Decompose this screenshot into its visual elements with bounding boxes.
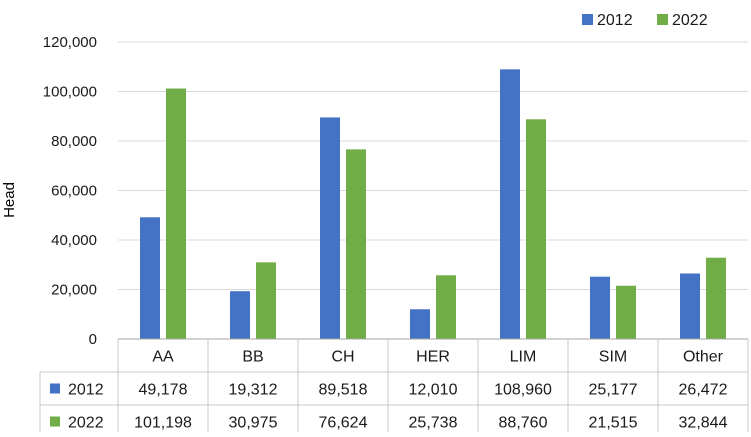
legend-swatch-2022 bbox=[657, 14, 668, 25]
table-cell-2022-other: 32,844 bbox=[679, 415, 728, 432]
bar-her-2022 bbox=[436, 275, 456, 339]
y-tick-label-0: 0 bbox=[89, 331, 97, 348]
table-cell-2012-lim: 108,960 bbox=[494, 382, 552, 399]
table-cell-2022-ch: 76,624 bbox=[319, 415, 368, 432]
y-tick-label-80000: 80,000 bbox=[51, 133, 97, 150]
bar-bb-2012 bbox=[230, 291, 250, 339]
bar-sim-2022 bbox=[616, 285, 636, 339]
y-axis-ticks: 0 20,000 40,000 60,000 80,000 100,000 120,000 bbox=[43, 34, 97, 348]
legend: 2012 2022 bbox=[582, 12, 708, 29]
table-cell-2022-aa: 101,198 bbox=[134, 415, 192, 432]
y-tick-label-60000: 60,000 bbox=[51, 183, 97, 200]
y-tick-label-100000: 100,000 bbox=[43, 84, 97, 101]
category-label-lim: LIM bbox=[510, 349, 537, 366]
y-tick-label-120000: 120,000 bbox=[43, 34, 97, 51]
legend-swatch-2012 bbox=[582, 14, 593, 25]
table-cell-2022-sim: 21,515 bbox=[589, 415, 638, 432]
category-label-sim: SIM bbox=[599, 349, 627, 366]
data-table: AA BB CH HER LIM SIM Other 2012 49,178 19,312 89,5… bbox=[39, 338, 749, 437]
table-cell-2022-lim: 88,760 bbox=[499, 415, 548, 432]
gridlines bbox=[118, 41, 748, 290]
bar-aa-2012 bbox=[140, 217, 160, 339]
bar-sim-2012 bbox=[590, 276, 610, 339]
bar-her-2012 bbox=[410, 309, 430, 339]
table-cell-2012-aa: 49,178 bbox=[139, 382, 188, 399]
y-tick-label-40000: 40,000 bbox=[51, 232, 97, 249]
y-tick-label-20000: 20,000 bbox=[51, 282, 97, 299]
bar-bb-2022 bbox=[256, 262, 276, 339]
category-label-ch: CH bbox=[331, 349, 354, 366]
table-key-2022 bbox=[50, 416, 60, 427]
bar-ch-2022 bbox=[346, 149, 366, 339]
category-label-aa: AA bbox=[152, 349, 174, 366]
y-axis-label: Head bbox=[1, 182, 18, 218]
table-cell-2012-bb: 19,312 bbox=[229, 382, 278, 399]
table-cell-2012-other: 26,472 bbox=[679, 382, 728, 399]
category-label-bb: BB bbox=[242, 349, 263, 366]
bars bbox=[140, 69, 726, 340]
bar-lim-2012 bbox=[500, 69, 520, 339]
table-row-label-2022: 2022 bbox=[68, 415, 104, 432]
bar-lim-2022 bbox=[526, 119, 546, 339]
table-cell-2012-ch: 89,518 bbox=[319, 382, 368, 399]
table-row-label-2012: 2012 bbox=[68, 382, 104, 399]
bar-other-2022 bbox=[706, 257, 726, 339]
table-key-2012 bbox=[50, 383, 60, 394]
bar-aa-2022 bbox=[166, 88, 186, 340]
bar-ch-2012 bbox=[320, 117, 340, 339]
legend-label-2022: 2022 bbox=[672, 12, 708, 29]
legend-label-2012: 2012 bbox=[597, 12, 633, 29]
bar-other-2012 bbox=[680, 273, 700, 339]
table-cell-2022-her: 25,738 bbox=[409, 415, 458, 432]
category-label-her: HER bbox=[416, 349, 450, 366]
category-label-other: Other bbox=[683, 349, 724, 366]
table-cell-2012-her: 12,010 bbox=[409, 382, 458, 399]
table-cell-2022-bb: 30,975 bbox=[229, 415, 278, 432]
table-cell-2012-sim: 25,177 bbox=[589, 382, 638, 399]
